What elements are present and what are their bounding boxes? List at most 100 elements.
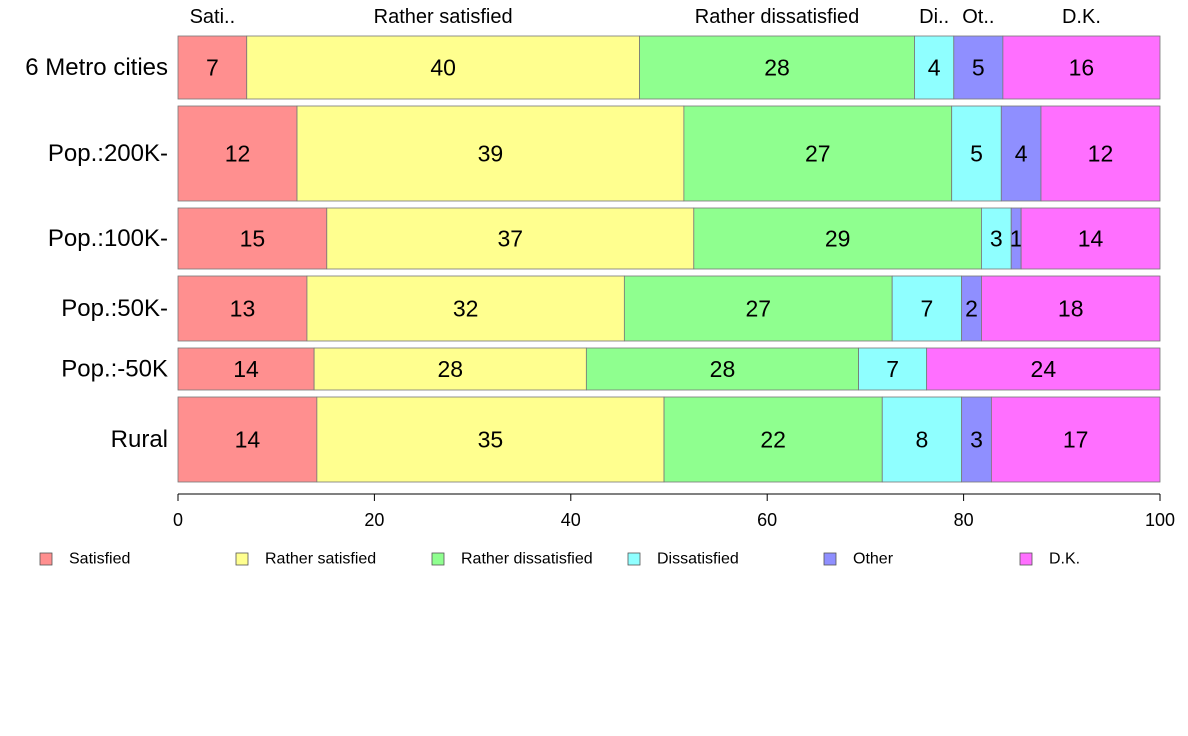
- bar-segment: [639, 35, 915, 100]
- bar-value-label: 7: [921, 296, 934, 322]
- bar-segment: [1040, 105, 1161, 202]
- bar-value-label: 40: [430, 55, 456, 81]
- bar-segment: [953, 35, 1004, 100]
- bar-value-label: 14: [235, 427, 261, 453]
- bar-value-label: 28: [437, 356, 463, 382]
- bar-segment: [316, 396, 665, 483]
- bar-segment: [313, 347, 587, 391]
- bar-value-label: 14: [233, 356, 259, 382]
- legend-label: Dissatisfied: [657, 551, 739, 568]
- column-header-label: Sati..: [190, 6, 236, 28]
- bar-segment: [296, 105, 685, 202]
- x-axis: 0 20 40 60 80 100: [173, 493, 1175, 530]
- bar-value-label: 4: [928, 55, 941, 81]
- column-header-label: D.K.: [1062, 6, 1101, 28]
- legend-swatch: [431, 552, 445, 566]
- bar-value-label: 27: [745, 296, 771, 322]
- column-header-label: Ot..: [962, 6, 994, 28]
- bar-segment: [961, 396, 992, 483]
- legend: Satisfied Rather satisfied Rather dissatis…: [39, 551, 1080, 568]
- legend-label: Rather satisfied: [265, 551, 376, 568]
- bar-row: 13 32 27 7 2 18 Pop.:50K-: [61, 275, 1161, 342]
- bar-rows: 7 40 28 4 5 16 6 Metro cities 12 39 27 5 4 12 Pop.:20…: [25, 35, 1161, 483]
- bar-segment: [246, 35, 640, 100]
- category-label: 6 Metro cities: [25, 54, 168, 81]
- bar-value-label: 24: [1031, 356, 1057, 382]
- bar-row: 7 40 28 4 5 16 6 Metro cities: [25, 35, 1161, 100]
- bar-value-label: 27: [805, 141, 831, 167]
- bar-segment: [177, 347, 315, 391]
- legend-item: Other: [823, 551, 894, 568]
- category-label: Pop.:-50K: [61, 356, 168, 383]
- bar-segment: [683, 105, 953, 202]
- category-label: Rural: [111, 426, 168, 453]
- bar-value-label: 3: [970, 427, 983, 453]
- bar-segment: [306, 275, 625, 342]
- bar-value-label: 7: [206, 55, 219, 81]
- bar-value-label: 28: [764, 55, 790, 81]
- bar-value-label: 17: [1063, 427, 1089, 453]
- category-label: Pop.:200K-: [48, 140, 168, 167]
- bar-segment: [990, 396, 1161, 483]
- bar-segment: [981, 275, 1161, 342]
- legend-item: Rather dissatisfied: [431, 551, 593, 568]
- column-header-label: Di..: [919, 6, 949, 28]
- bar-segment: [1002, 35, 1161, 100]
- bar-segment: [177, 35, 248, 100]
- bar-value-label: 16: [1069, 55, 1095, 81]
- bar-value-label: 12: [1088, 141, 1114, 167]
- bar-segment: [177, 396, 318, 483]
- legend-swatch: [1019, 552, 1033, 566]
- bar-segment: [926, 347, 1161, 391]
- bar-segment: [881, 396, 963, 483]
- bar-segment: [693, 207, 982, 270]
- x-tick-label: 60: [757, 510, 777, 530]
- bar-segment: [326, 207, 695, 270]
- bar-segment: [951, 105, 1002, 202]
- bar-value-label: 1: [1010, 226, 1023, 252]
- bar-row: 15 37 29 3 1 14 Pop.:100K-: [48, 207, 1161, 270]
- legend-label: D.K.: [1049, 551, 1080, 568]
- bar-segment: [858, 347, 928, 391]
- bar-value-label: 5: [970, 141, 983, 167]
- bar-value-label: 28: [710, 356, 736, 382]
- bar-value-label: 18: [1058, 296, 1084, 322]
- bar-row: 14 28 28 7 24 Pop.:-50K: [61, 347, 1161, 391]
- bar-value-label: 22: [760, 427, 786, 453]
- bar-value-label: 15: [240, 226, 266, 252]
- bar-value-label: 37: [497, 226, 523, 252]
- bar-value-label: 39: [478, 141, 504, 167]
- x-tick-label: 40: [561, 510, 581, 530]
- bar-value-label: 8: [916, 427, 929, 453]
- column-header-label: Rather dissatisfied: [695, 6, 860, 28]
- bar-value-label: 35: [478, 427, 504, 453]
- bar-segment: [663, 396, 883, 483]
- bar-value-label: 4: [1015, 141, 1028, 167]
- legend-item: Rather satisfied: [235, 551, 376, 568]
- legend-swatch: [235, 552, 249, 566]
- legend-label: Rather dissatisfied: [461, 551, 593, 568]
- bar-value-label: 14: [1078, 226, 1104, 252]
- category-label: Pop.:50K-: [61, 295, 168, 322]
- bar-row: 12 39 27 5 4 12 Pop.:200K-: [48, 105, 1161, 202]
- bar-segment: [177, 105, 298, 202]
- x-tick-label: 100: [1145, 510, 1175, 530]
- x-tick-label: 0: [173, 510, 183, 530]
- bar-value-label: 13: [230, 296, 256, 322]
- legend-item: Dissatisfied: [627, 551, 739, 568]
- bar-segment: [585, 347, 859, 391]
- legend-swatch: [823, 552, 837, 566]
- bar-value-label: 5: [972, 55, 985, 81]
- bar-segment: [177, 275, 308, 342]
- x-tick-label: 20: [364, 510, 384, 530]
- legend-label: Satisfied: [69, 551, 130, 568]
- bar-value-label: 12: [225, 141, 251, 167]
- x-tick-label: 80: [954, 510, 974, 530]
- column-header-label: Rather satisfied: [374, 6, 513, 28]
- category-label: Pop.:100K-: [48, 225, 168, 252]
- bar-segment: [1020, 207, 1161, 270]
- legend-swatch: [39, 552, 53, 566]
- column-header-labels: Sati.. Rather satisfied Rather dissatisfie…: [190, 6, 1101, 28]
- legend-label: Other: [853, 551, 894, 568]
